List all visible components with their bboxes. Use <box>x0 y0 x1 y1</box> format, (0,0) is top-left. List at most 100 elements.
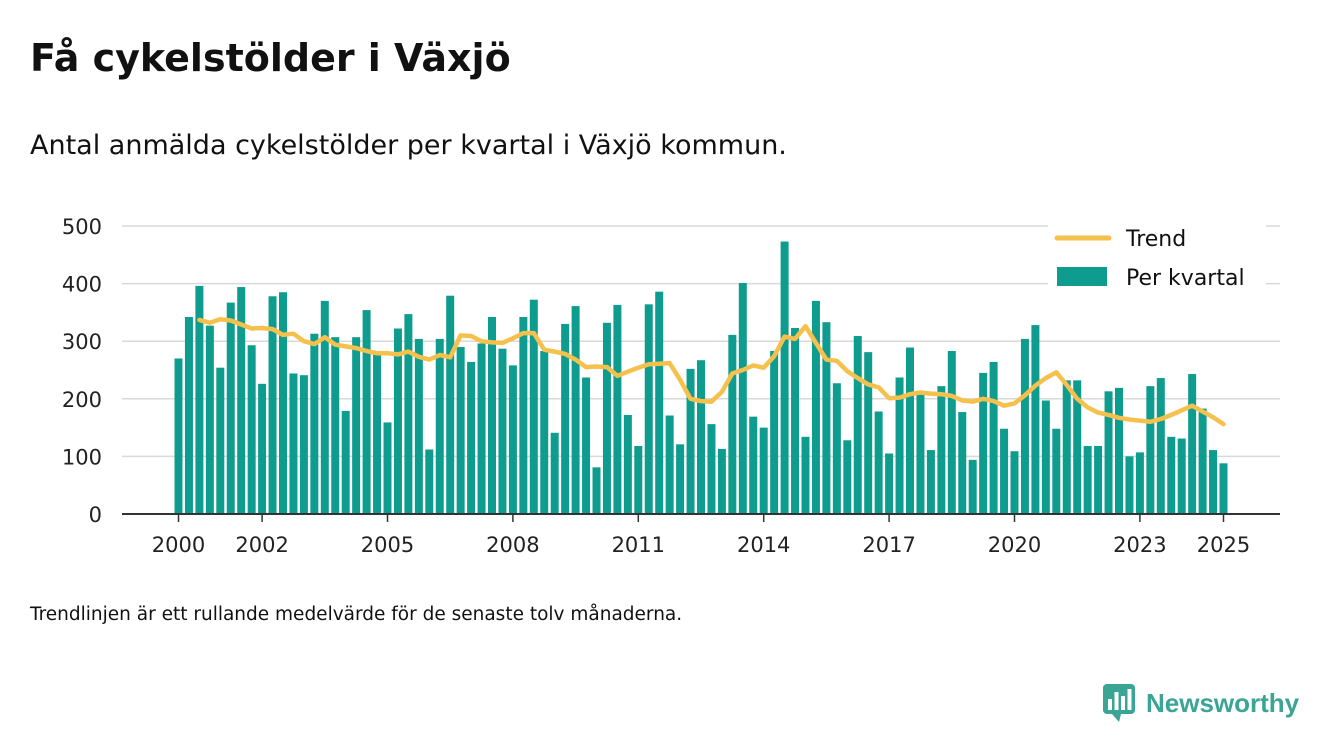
bar <box>508 365 517 514</box>
x-tick-label: 2002 <box>235 533 288 557</box>
bar <box>268 296 277 514</box>
bar <box>738 283 747 514</box>
legend-bar-swatch <box>1057 267 1107 286</box>
bar <box>780 241 789 514</box>
bar <box>1209 450 1218 514</box>
chart-title: Få cykelstölder i Växjö <box>30 36 511 80</box>
bar <box>697 360 705 514</box>
legend: Trend Per kvartal <box>1048 217 1266 305</box>
bar <box>770 350 779 514</box>
x-tick-label: 2008 <box>486 533 539 557</box>
bar <box>655 291 664 514</box>
y-axis-ticks: 0 100 200 300 400 500 <box>62 215 102 527</box>
y-tick-label: 400 <box>62 273 102 297</box>
x-tick-label: 2000 <box>152 533 205 557</box>
bar <box>1219 463 1228 514</box>
bar <box>561 323 570 514</box>
bar <box>341 410 350 514</box>
legend-trend-label: Trend <box>1125 227 1186 252</box>
bar <box>937 386 946 514</box>
bar <box>791 327 800 514</box>
x-tick-label: 2011 <box>612 533 665 557</box>
bar <box>623 414 632 514</box>
bar-chart-speech-bubble-icon <box>1103 684 1135 722</box>
bar <box>237 287 246 514</box>
bar <box>258 383 267 514</box>
bar <box>916 390 925 514</box>
bar <box>613 304 622 514</box>
x-tick-label: 2014 <box>737 533 790 557</box>
bar <box>184 317 193 514</box>
x-tick-label: 2023 <box>1113 533 1166 557</box>
bar <box>1031 325 1040 514</box>
bar <box>174 358 183 514</box>
bar <box>1010 451 1019 514</box>
bar <box>885 453 894 514</box>
bar <box>435 338 444 514</box>
chart-subtitle: Antal anmälda cykelstölder per kvartal i… <box>30 130 787 161</box>
bar <box>226 302 235 514</box>
bar <box>1000 428 1009 514</box>
x-tick-label: 2020 <box>988 533 1041 557</box>
x-tick-label: 2005 <box>361 533 414 557</box>
bar <box>216 367 225 514</box>
bar <box>665 415 674 514</box>
bar <box>947 350 956 514</box>
bar <box>414 338 423 514</box>
bar <box>383 422 392 514</box>
bar <box>1125 456 1134 514</box>
x-tick-label: 2017 <box>862 533 915 557</box>
bar <box>968 459 977 514</box>
bar <box>1041 400 1050 514</box>
bar-series <box>174 241 1228 514</box>
bar <box>320 300 329 514</box>
bar <box>404 314 413 514</box>
bar <box>446 295 455 514</box>
bar <box>958 412 967 514</box>
bar <box>1135 452 1144 514</box>
bar <box>592 467 601 514</box>
bar <box>801 436 810 514</box>
bar <box>393 328 402 514</box>
trend-series <box>197 317 1226 427</box>
bar <box>717 448 726 514</box>
bar <box>1198 408 1207 514</box>
bar <box>299 375 308 514</box>
trend-line <box>197 317 1226 427</box>
bar <box>1115 387 1123 514</box>
bar <box>456 346 465 514</box>
bar <box>853 336 862 514</box>
bar <box>1177 438 1186 514</box>
bar <box>602 322 611 514</box>
bar <box>822 322 831 514</box>
bar <box>331 337 340 514</box>
bar <box>352 337 361 514</box>
bar <box>550 432 559 514</box>
bar <box>811 300 820 514</box>
bar <box>529 299 538 514</box>
y-tick-label: 300 <box>62 330 102 354</box>
bar <box>1083 446 1092 514</box>
bar <box>1094 446 1103 514</box>
bar <box>644 304 653 514</box>
bar <box>488 317 496 514</box>
y-tick-label: 0 <box>89 503 102 527</box>
bar <box>205 325 214 514</box>
bar <box>989 361 998 514</box>
bar <box>1104 391 1113 514</box>
bar <box>874 411 883 514</box>
bar <box>373 352 382 514</box>
bar <box>362 310 371 514</box>
brand-name: Newsworthy <box>1146 687 1300 718</box>
bar <box>895 377 904 514</box>
bar <box>676 444 685 514</box>
bar <box>1188 374 1197 514</box>
bar <box>1062 380 1071 514</box>
bar <box>247 345 256 514</box>
bar <box>728 334 737 514</box>
bar <box>582 377 591 514</box>
bar <box>1073 380 1082 514</box>
bar <box>1020 338 1029 514</box>
newsworthy-brand[interactable]: Newsworthy <box>1102 683 1299 723</box>
x-tick-label: 2025 <box>1197 533 1250 557</box>
